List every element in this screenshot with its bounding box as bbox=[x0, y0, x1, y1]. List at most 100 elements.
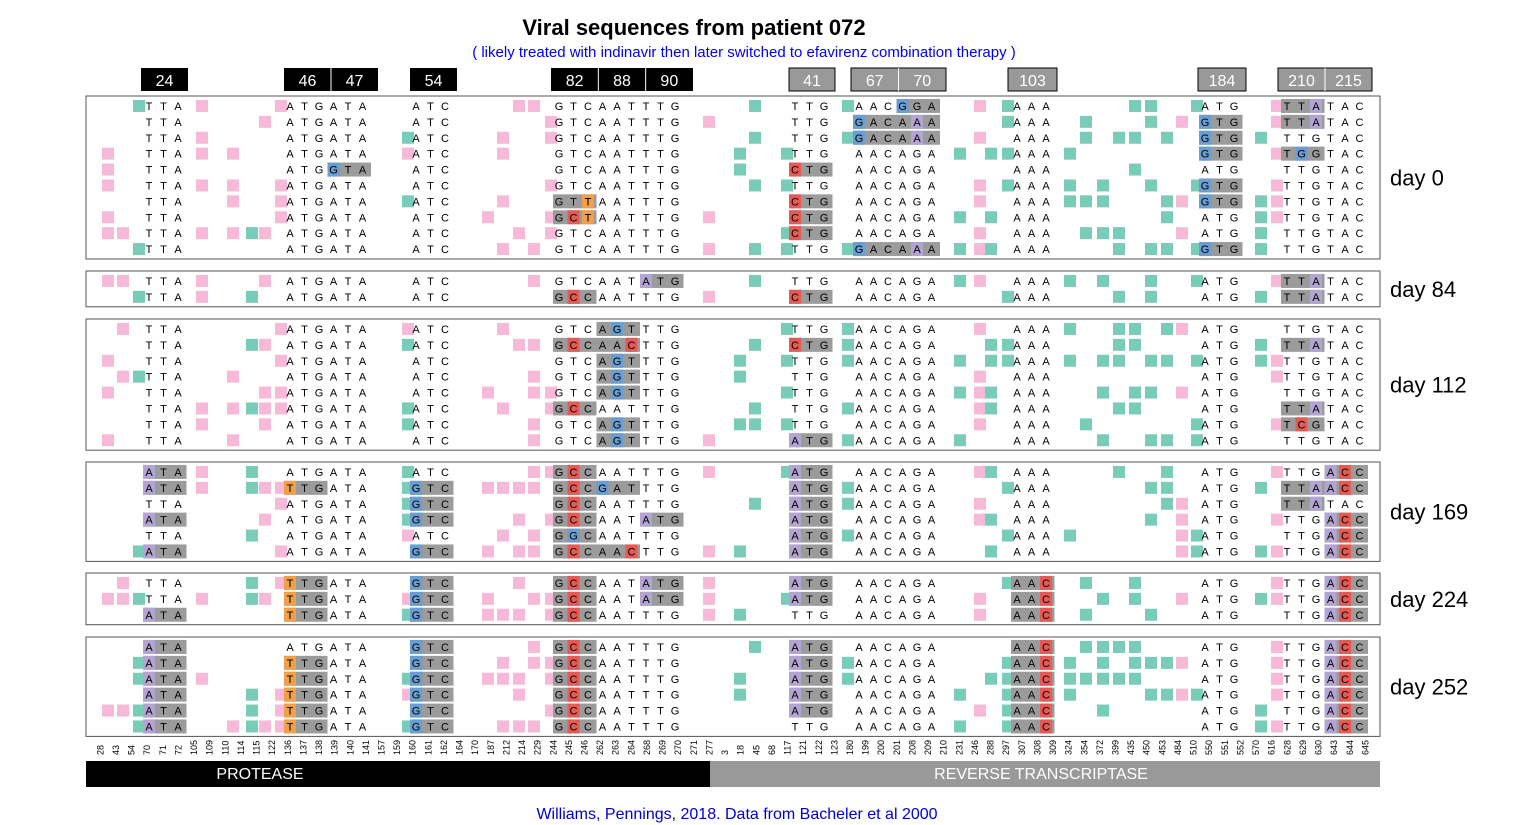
nucleotide: T bbox=[160, 578, 167, 590]
synonymous-mark bbox=[1176, 322, 1188, 335]
nucleotide: G bbox=[671, 419, 680, 431]
nucleotide: A bbox=[286, 388, 294, 400]
nucleotide: T bbox=[1298, 578, 1305, 590]
mutation-mark bbox=[1161, 497, 1173, 510]
nucleotide: T bbox=[345, 356, 352, 368]
base-change-mark bbox=[284, 655, 296, 670]
nucleotide: A bbox=[1201, 419, 1209, 431]
nucleotide: T bbox=[301, 721, 308, 733]
synonymous-mark bbox=[196, 99, 208, 112]
nucleotide: A bbox=[412, 180, 420, 192]
nucleotide: A bbox=[286, 499, 294, 511]
nucleotide: C bbox=[1042, 578, 1050, 590]
nucleotide: C bbox=[570, 467, 578, 479]
mutation-mark bbox=[842, 243, 854, 256]
nucleotide: A bbox=[1201, 212, 1209, 224]
nucleotide: G bbox=[820, 546, 829, 558]
nucleotide: A bbox=[1042, 483, 1050, 495]
nucleotide: A bbox=[791, 594, 799, 606]
nucleotide: A bbox=[913, 117, 921, 129]
position-label: 269 bbox=[658, 740, 668, 755]
mutation-mark bbox=[1113, 131, 1125, 144]
nucleotide: T bbox=[1284, 610, 1291, 622]
nucleotide: T bbox=[427, 244, 434, 256]
nucleotide: G bbox=[820, 165, 829, 177]
mutation-mark bbox=[1161, 131, 1173, 144]
synonymous-mark bbox=[703, 608, 715, 621]
nucleotide: A bbox=[1042, 546, 1050, 558]
nucleotide: A bbox=[613, 658, 621, 670]
nucleotide: A bbox=[870, 117, 878, 129]
nucleotide: G bbox=[1230, 610, 1239, 622]
nucleotide: A bbox=[870, 340, 878, 352]
nucleotide: G bbox=[671, 165, 680, 177]
nucleotide: A bbox=[791, 578, 799, 590]
nucleotide: G bbox=[671, 101, 680, 113]
nucleotide: T bbox=[585, 212, 592, 224]
base-change-mark bbox=[1199, 114, 1211, 129]
nucleotide: T bbox=[1284, 403, 1291, 415]
synonymous-mark bbox=[275, 386, 287, 399]
mutation-mark bbox=[1064, 656, 1076, 669]
nucleotide: A bbox=[613, 340, 621, 352]
nucleotide: A bbox=[1013, 690, 1021, 702]
nucleotide: C bbox=[441, 721, 449, 733]
mutation-mark bbox=[842, 497, 854, 510]
nucleotide: T bbox=[1216, 196, 1223, 208]
base-change-mark bbox=[410, 575, 422, 590]
nucleotide: G bbox=[671, 356, 680, 368]
nucleotide: T bbox=[427, 658, 434, 670]
synonymous-mark bbox=[102, 211, 114, 224]
base-change-mark bbox=[1324, 464, 1337, 479]
position-label: 138 bbox=[314, 740, 324, 755]
nucleotide: A bbox=[870, 658, 878, 670]
nucleotide: G bbox=[1230, 690, 1239, 702]
nucleotide: T bbox=[628, 467, 635, 479]
nucleotide: A bbox=[1201, 610, 1209, 622]
mutation-mark bbox=[1097, 227, 1109, 240]
nucleotide: T bbox=[1284, 356, 1291, 368]
nucleotide: A bbox=[870, 594, 878, 606]
synonymous-mark bbox=[528, 418, 540, 431]
nucleotide: G bbox=[820, 340, 829, 352]
nucleotide: A bbox=[1327, 594, 1335, 606]
nucleotide: A bbox=[1341, 196, 1349, 208]
nucleotide: T bbox=[160, 149, 167, 161]
nucleotide: T bbox=[160, 546, 167, 558]
mutation-mark bbox=[985, 386, 997, 399]
synonymous-mark bbox=[1271, 179, 1283, 192]
nucleotide: G bbox=[913, 196, 922, 208]
nucleotide: A bbox=[359, 228, 367, 240]
nucleotide: C bbox=[584, 642, 592, 654]
synonymous-mark bbox=[102, 274, 114, 287]
nucleotide: A bbox=[613, 610, 621, 622]
synonymous-mark bbox=[703, 545, 715, 558]
nucleotide: T bbox=[806, 133, 813, 145]
nucleotide: A bbox=[855, 149, 863, 161]
nucleotide: G bbox=[913, 658, 922, 670]
nucleotide: G bbox=[555, 419, 564, 431]
nucleotide: C bbox=[884, 403, 892, 415]
nucleotide: T bbox=[792, 419, 799, 431]
nucleotide: C bbox=[1341, 721, 1349, 733]
nucleotide: T bbox=[1298, 642, 1305, 654]
nucleotide: T bbox=[301, 642, 308, 654]
base-change-mark bbox=[1310, 114, 1322, 129]
nucleotide: A bbox=[870, 706, 878, 718]
nucleotide: C bbox=[884, 324, 892, 336]
nucleotide: C bbox=[884, 388, 892, 400]
nucleotide: T bbox=[427, 180, 434, 192]
nucleotide: T bbox=[287, 674, 294, 686]
nucleotide: G bbox=[671, 594, 680, 606]
synonymous-mark bbox=[528, 434, 540, 447]
nucleotide: A bbox=[1201, 403, 1209, 415]
nucleotide: T bbox=[806, 372, 813, 384]
nucleotide: C bbox=[584, 133, 592, 145]
base-change-mark bbox=[1040, 671, 1052, 686]
mutation-mark bbox=[1145, 434, 1157, 447]
nucleotide: C bbox=[1356, 149, 1364, 161]
nucleotide: A bbox=[855, 578, 863, 590]
mutation-mark bbox=[1145, 99, 1157, 112]
mutation-mark bbox=[1191, 545, 1203, 558]
nucleotide: T bbox=[160, 324, 167, 336]
